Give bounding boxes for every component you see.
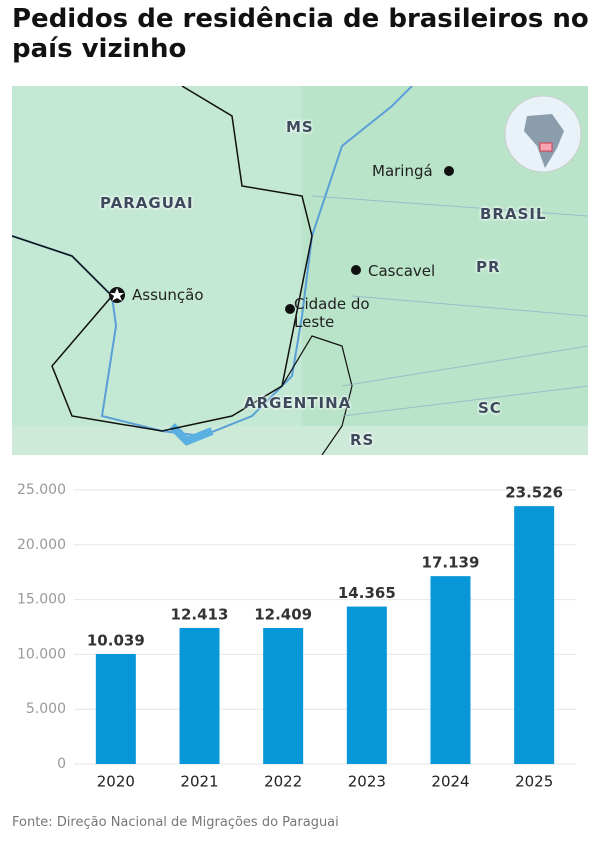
- y-tick-label: 25.000: [17, 482, 66, 498]
- map-label: PARAGUAI: [100, 194, 194, 212]
- value-label: 10.039: [87, 631, 145, 649]
- y-tick-label: 5.000: [26, 701, 66, 717]
- map-art: [12, 86, 588, 455]
- source: Fonte: Direção Nacional de Migrações do …: [12, 815, 339, 830]
- bar: [430, 576, 471, 764]
- value-label: 12.409: [254, 605, 312, 623]
- value-label: 12.413: [171, 605, 229, 623]
- map-label: BRASIL: [480, 205, 547, 223]
- bar: [95, 653, 136, 764]
- map-label: ARGENTINA: [244, 394, 352, 412]
- title: Pedidos de residência de brasileiros no …: [12, 4, 589, 64]
- y-tick-label: 0: [57, 756, 66, 772]
- value-label: 14.365: [338, 584, 396, 602]
- bar: [179, 627, 220, 764]
- map-label: Maringá: [372, 162, 433, 180]
- x-tick-label: 2022: [264, 773, 302, 791]
- map-label: RS: [350, 431, 375, 449]
- x-tick-label: 2020: [97, 773, 135, 791]
- map-label: Cidade do Leste: [294, 295, 370, 331]
- bar: [346, 606, 387, 764]
- bar: [263, 627, 304, 764]
- chart: 0 5.000 10.000 15.000 20.000 25.000 2020 10.039…: [17, 482, 576, 791]
- value-label: 17.139: [422, 554, 480, 572]
- x-tick-label: 2021: [180, 773, 218, 791]
- y-tick-label: 15.000: [17, 592, 66, 608]
- y-tick-label: 10.000: [17, 646, 66, 662]
- map-label: Assunção: [132, 286, 204, 304]
- map-label: MS: [286, 118, 314, 136]
- y-tick-label: 20.000: [17, 537, 66, 553]
- bar: [514, 506, 555, 764]
- value-label: 23.526: [505, 484, 563, 502]
- x-tick-label: 2024: [431, 773, 469, 791]
- map-label: SC: [478, 399, 502, 417]
- map: MS PARAGUAI Maringá BRASIL PR Cascavel A…: [12, 86, 588, 455]
- map-label: PR: [476, 258, 501, 276]
- x-tick-label: 2023: [348, 773, 386, 791]
- x-tick-label: 2025: [515, 773, 553, 791]
- map-label: Cascavel: [368, 262, 436, 280]
